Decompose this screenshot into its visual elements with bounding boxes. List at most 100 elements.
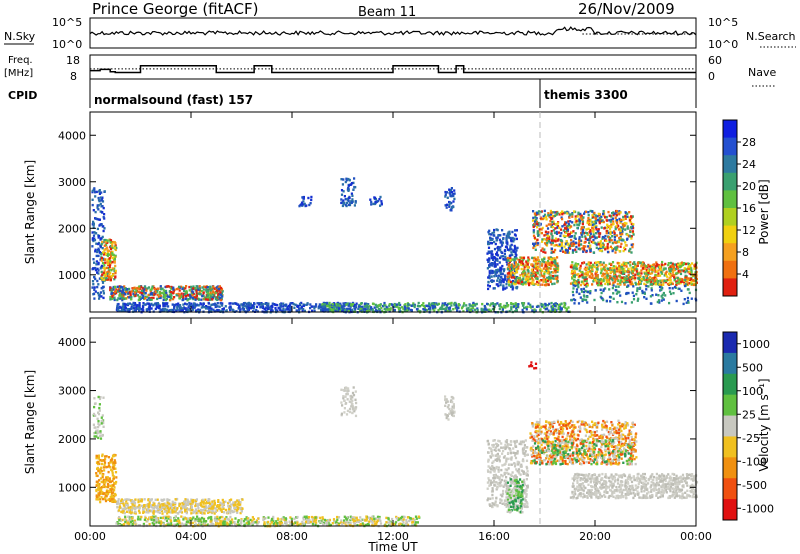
scatter-cell — [687, 265, 690, 268]
scatter-cell — [440, 306, 443, 309]
scatter-cell — [198, 308, 202, 312]
scatter-cell — [509, 236, 512, 240]
scatter-cell — [101, 414, 104, 417]
scatter-cell — [491, 280, 494, 283]
scatter-cell — [100, 277, 103, 280]
scatter-cell — [578, 222, 581, 225]
scatter-cell — [516, 246, 519, 250]
scatter-cell — [682, 302, 685, 306]
scatter-cell — [349, 183, 352, 186]
scatter-cell — [502, 280, 505, 284]
scatter-cell — [630, 266, 633, 270]
scatter-cell — [294, 303, 297, 306]
scatter-cell — [537, 234, 540, 237]
scatter-cell — [232, 302, 235, 305]
scatter-cell — [180, 295, 183, 298]
scatter-cell — [636, 264, 639, 267]
scatter-cell — [237, 303, 240, 306]
scatter-cell — [92, 414, 95, 417]
freq-label-2: [MHz] — [4, 68, 33, 79]
scatter-cell — [624, 215, 627, 218]
scatter-cell — [207, 296, 211, 299]
scatter-cell — [470, 307, 473, 310]
scatter-cell — [310, 198, 313, 202]
scatter-cell — [193, 302, 196, 305]
scatter-cell — [579, 264, 582, 268]
scatter-cell — [147, 296, 150, 300]
scatter-cell — [95, 455, 99, 458]
scatter-cell — [602, 212, 605, 216]
scatter-cell — [101, 273, 104, 276]
scatter-cell — [550, 247, 554, 250]
scatter-cell — [654, 275, 657, 278]
scatter-cell — [589, 290, 592, 293]
scatter-cell — [579, 296, 582, 299]
scatter-cell — [559, 249, 562, 252]
scatter-cell — [512, 264, 515, 267]
scatter-cell — [657, 272, 660, 275]
scatter-cell — [100, 275, 103, 278]
scatter-cell — [547, 240, 550, 243]
scatter-cell — [452, 193, 455, 196]
scatter-cell — [95, 263, 98, 266]
scatter-cell — [615, 292, 618, 295]
scatter-cell — [208, 287, 211, 291]
scatter-cell — [110, 287, 113, 291]
scatter-cell — [109, 271, 112, 275]
scatter-cell — [220, 286, 223, 290]
scatter-cell — [498, 281, 501, 284]
scatter-cell — [124, 288, 127, 291]
scatter-cell — [535, 258, 538, 262]
scatter-cell — [96, 291, 100, 295]
scatter-cell — [186, 503, 189, 506]
scatter-cell — [581, 232, 585, 235]
scatter-cell — [441, 302, 444, 305]
scatter-cell — [100, 270, 103, 274]
scatter-cell — [597, 228, 600, 231]
scatter-cell — [663, 279, 666, 283]
scatter-cell — [131, 306, 134, 310]
scatter-cell — [138, 297, 141, 300]
scatter-cell — [350, 192, 353, 195]
scatter-cell — [417, 309, 420, 312]
scatter-cell — [556, 267, 559, 270]
scatter-cell — [562, 305, 565, 308]
scatter-cell — [102, 216, 105, 219]
scatter-cell — [486, 267, 489, 270]
scatter-cell — [594, 214, 597, 217]
scatter-cell — [584, 237, 587, 240]
scatter-cell — [222, 507, 225, 510]
scatter-cell — [630, 235, 633, 238]
scatter-cell — [534, 275, 537, 279]
scatter-cell — [513, 244, 516, 248]
scatter-cell — [109, 459, 112, 462]
scatter-cell — [587, 227, 590, 230]
scatter-cell — [516, 276, 519, 280]
scatter-cell — [548, 262, 551, 265]
scatter-cell — [169, 290, 173, 294]
scatter-cell — [547, 223, 550, 226]
scatter-cell — [228, 504, 231, 508]
scatter-cell — [585, 274, 588, 278]
nsky-panel — [89, 17, 697, 49]
scatter-cell — [102, 492, 105, 496]
scatter-cell — [487, 260, 490, 264]
scatter-cell — [570, 298, 573, 302]
scatter-cell — [133, 286, 136, 289]
scatter-cell — [103, 190, 106, 193]
scatter-cell — [205, 305, 208, 308]
scatter-cell — [109, 298, 112, 301]
scatter-cell — [588, 223, 591, 226]
scatter-cell — [182, 303, 185, 306]
scatter-cell — [100, 210, 104, 214]
scatter-cell — [452, 308, 455, 311]
scatter-cell — [531, 256, 534, 260]
scatter-cell — [541, 283, 544, 286]
scatter-cell — [422, 302, 425, 305]
scatter-cell — [564, 211, 567, 214]
y-tick-label: 1000 — [58, 269, 86, 282]
scatter-cell — [565, 221, 568, 224]
scatter-cell — [152, 296, 155, 300]
scatter-cell — [103, 274, 106, 278]
scatter-cell — [159, 292, 162, 295]
